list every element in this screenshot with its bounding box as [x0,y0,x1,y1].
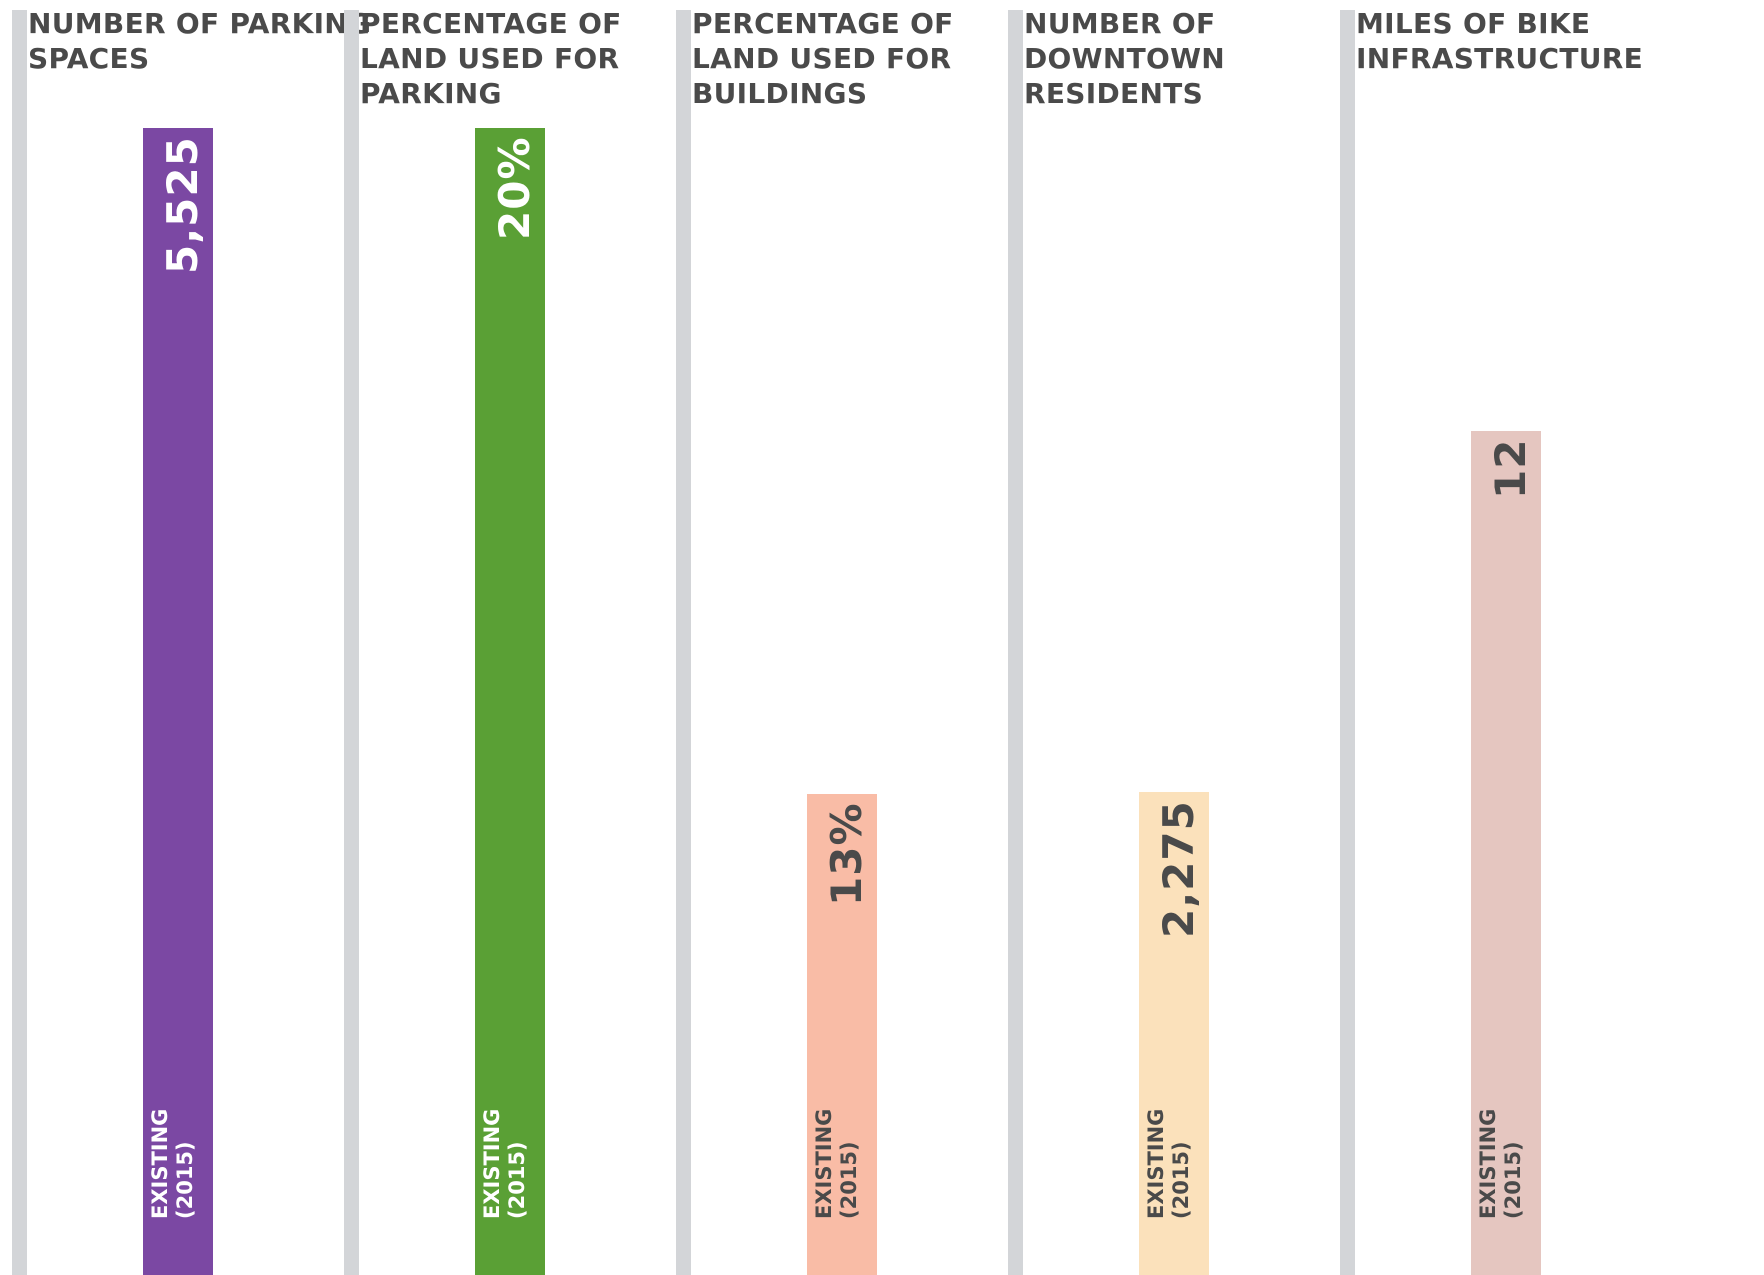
category-label: EXISTING (2015) [480,1109,530,1219]
category-label-line: (2015) [505,1141,529,1219]
category-label-line: (2015) [1501,1141,1525,1219]
panel-divider [1008,10,1023,1275]
category-label: EXISTING (2015) [1476,1109,1526,1219]
chart-title: PERCENTAGE OF LAND USED FOR PARKING [360,7,622,110]
chart-panel-1: NUMBER OF PARKING SPACES 5,525 EXISTING (20… [0,0,371,1275]
category-label-line: (2015) [837,1141,861,1219]
panel-divider [12,10,27,1275]
category-label: EXISTING (2015) [148,1109,198,1219]
chart-panel-4: NUMBER OF DOWNTOWN RESIDENTS 2,275 EXISTIN… [996,0,1336,1275]
chart-panel-2: PERCENTAGE OF LAND USED FOR PARKING 20% EX… [332,0,672,1275]
category-label-line: EXISTING [1144,1108,1168,1219]
bar: 2,275 EXISTING (2015) [1139,792,1209,1275]
category-label-line: EXISTING [812,1108,836,1219]
panel-divider [344,10,359,1275]
category-label-line: (2015) [1169,1141,1193,1219]
category-label-line: (2015) [173,1141,197,1219]
chart-title: NUMBER OF PARKING SPACES [28,7,372,75]
category-label: EXISTING (2015) [812,1109,862,1219]
data-label: 20% [490,136,539,240]
chart-title: MILES OF BIKE INFRASTRUCTURE [1356,7,1644,75]
category-label-line: EXISTING [480,1108,504,1219]
category-label-line: EXISTING [1476,1108,1500,1219]
bar: 13% EXISTING (2015) [807,794,877,1275]
data-label: 12 [1486,438,1535,499]
bar: 12 EXISTING (2015) [1471,431,1541,1275]
chart-panel-3: PERCENTAGE OF LAND USED FOR BUILDINGS 13%… [664,0,1004,1275]
chart-title: NUMBER OF DOWNTOWN RESIDENTS [1024,7,1225,110]
chart-title: PERCENTAGE OF LAND USED FOR BUILDINGS [692,7,954,110]
data-label: 5,525 [158,136,207,274]
panel-divider [676,10,691,1275]
panel-divider [1340,10,1355,1275]
category-label-line: EXISTING [148,1108,172,1219]
category-label: EXISTING (2015) [1144,1109,1194,1219]
data-label: 13% [822,802,871,906]
chart-panel-5: MILES OF BIKE INFRASTRUCTURE 12 EXISTING (2… [1328,0,1668,1275]
bar: 20% EXISTING (2015) [475,128,545,1275]
bar: 5,525 EXISTING (2015) [143,128,213,1275]
data-label: 2,275 [1154,800,1203,938]
